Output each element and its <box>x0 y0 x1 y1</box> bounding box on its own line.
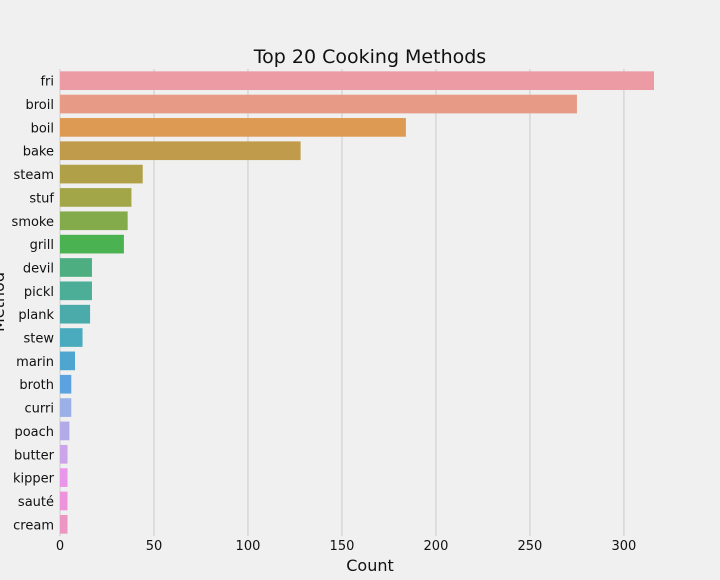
bar-marin <box>60 351 76 371</box>
y-tick-label: stuf <box>29 191 54 206</box>
bar-poach <box>60 421 70 441</box>
y-tick-label: broth <box>19 378 54 393</box>
x-tick-label: 100 <box>236 539 261 554</box>
bar-pickl <box>60 281 92 301</box>
x-tick-label: 150 <box>330 539 355 554</box>
x-tick-label: 300 <box>612 539 637 554</box>
y-tick-label: kipper <box>13 472 55 487</box>
chart-title: Top 20 Cooking Methods <box>253 46 486 68</box>
y-tick-label: poach <box>14 425 54 440</box>
y-tick-label: steam <box>14 168 55 183</box>
bar-stew <box>60 328 83 347</box>
x-tick-label: 200 <box>424 539 449 554</box>
bar-smoke <box>60 211 128 231</box>
y-tick-label: butter <box>14 448 55 463</box>
bar-sauté <box>60 491 68 511</box>
bar-butter <box>60 444 68 464</box>
bar-boil <box>60 118 406 137</box>
y-tick-label: grill <box>30 238 54 253</box>
x-axis-label: Count <box>346 556 394 575</box>
tick-labels: 0 50 100 150 200 250 300 fri broil boil bake steam s… <box>12 75 637 554</box>
bars <box>60 71 654 534</box>
bar-cream <box>60 514 68 534</box>
x-tick-label: 50 <box>146 539 163 554</box>
bar-fri <box>60 71 654 91</box>
bar-broil <box>60 94 577 114</box>
y-tick-label: devil <box>23 261 54 276</box>
bar-bake <box>60 141 301 161</box>
y-tick-label: stew <box>23 332 54 347</box>
y-tick-label: boil <box>31 121 54 136</box>
y-tick-label: sauté <box>18 495 54 510</box>
bar-stuf <box>60 188 132 207</box>
bar-kipper <box>60 468 68 487</box>
x-tick-label: 0 <box>56 539 64 554</box>
y-tick-label: broil <box>26 98 55 113</box>
y-axis-label: Method <box>0 272 8 332</box>
bar-grill <box>60 234 124 254</box>
y-tick-label: marin <box>16 355 54 370</box>
bar-curri <box>60 398 72 417</box>
x-tick-label: 250 <box>518 539 543 554</box>
y-tick-label: plank <box>18 308 54 323</box>
bar-devil <box>60 258 92 277</box>
y-tick-label: bake <box>23 145 54 160</box>
y-tick-label: cream <box>13 518 54 533</box>
bar-plank <box>60 304 91 324</box>
bar-broth <box>60 374 72 394</box>
y-tick-label: fri <box>40 75 54 90</box>
y-tick-label: pickl <box>24 285 54 300</box>
bar-steam <box>60 164 143 184</box>
y-tick-label: smoke <box>12 215 54 230</box>
y-tick-label: curri <box>25 402 54 417</box>
